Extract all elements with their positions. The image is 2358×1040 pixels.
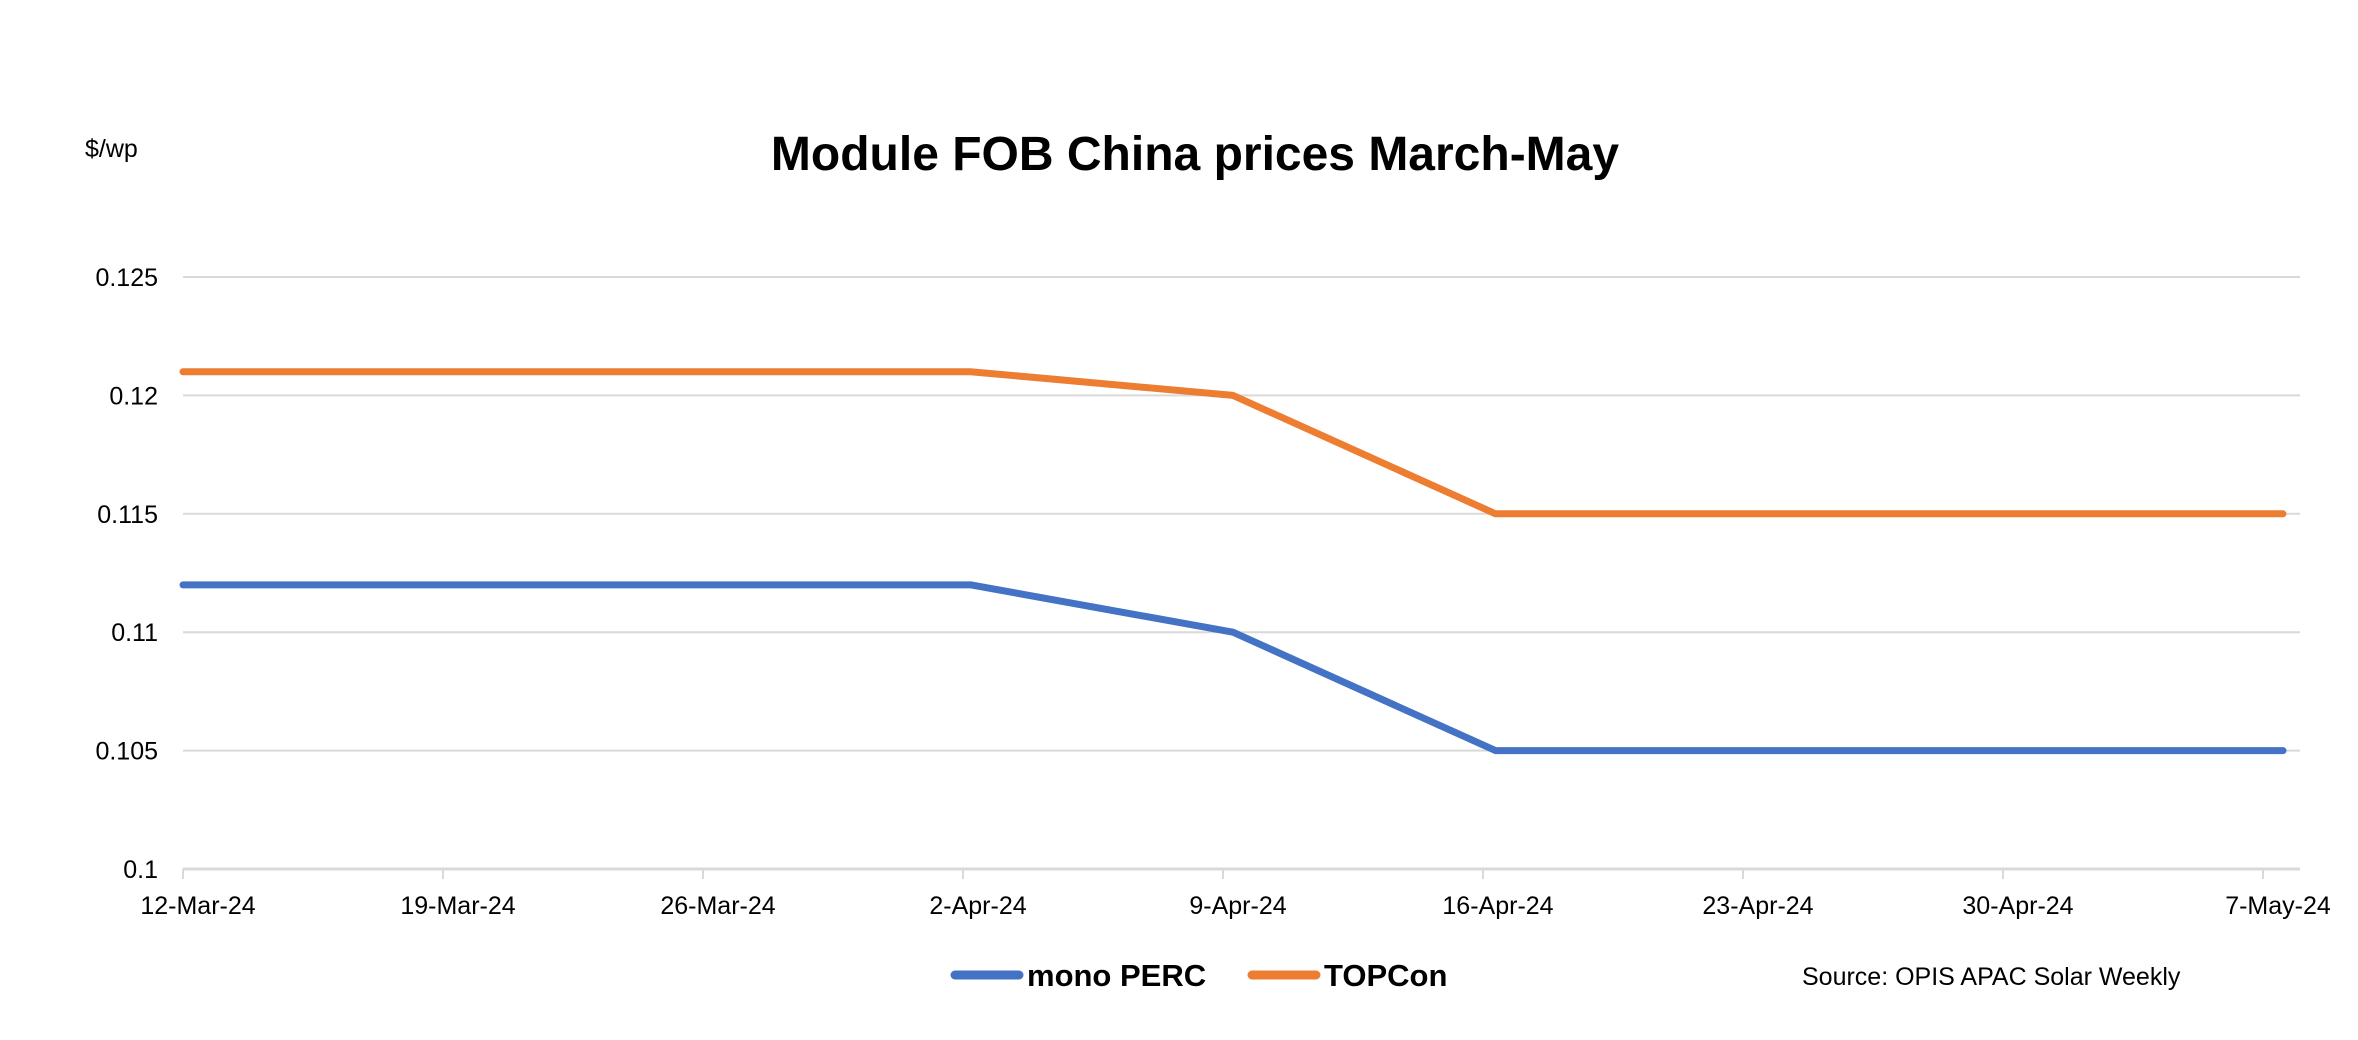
series-line-topcon <box>179 368 2287 518</box>
legend: mono PERC TOPCon <box>950 958 1447 993</box>
x-tick-label: 26-Mar-24 <box>660 892 775 920</box>
series-line-mono-perc <box>179 581 2287 755</box>
x-tick-label: 2-Apr-24 <box>929 892 1026 920</box>
y-tick-label: 0.125 <box>95 264 158 292</box>
x-tick-label: 7-May-24 <box>2225 892 2331 920</box>
legend-label: mono PERC <box>1027 958 1206 993</box>
source-note: Source: OPIS APAC Solar Weekly <box>1802 963 2181 991</box>
x-tick-label: 12-Mar-24 <box>140 892 255 920</box>
x-tick-label: 16-Apr-24 <box>1442 892 1553 920</box>
y-tick-label: 0.11 <box>111 619 158 647</box>
legend-label: TOPCon <box>1324 958 1447 993</box>
chart-title: Module FOB China prices March-May <box>771 128 1619 181</box>
y-tick-label: 0.1 <box>123 856 158 884</box>
y-tick-label: 0.12 <box>109 382 158 410</box>
y-axis-unit-label: $/wp <box>85 135 138 163</box>
x-tick-label: 23-Apr-24 <box>1702 892 1813 920</box>
x-tick-label: 9-Apr-24 <box>1189 892 1286 920</box>
y-tick-label: 0.115 <box>97 501 158 529</box>
y-tick-label: 0.105 <box>95 738 158 766</box>
x-tick-label: 30-Apr-24 <box>1962 892 2073 920</box>
x-tick-label: 19-Mar-24 <box>400 892 515 920</box>
